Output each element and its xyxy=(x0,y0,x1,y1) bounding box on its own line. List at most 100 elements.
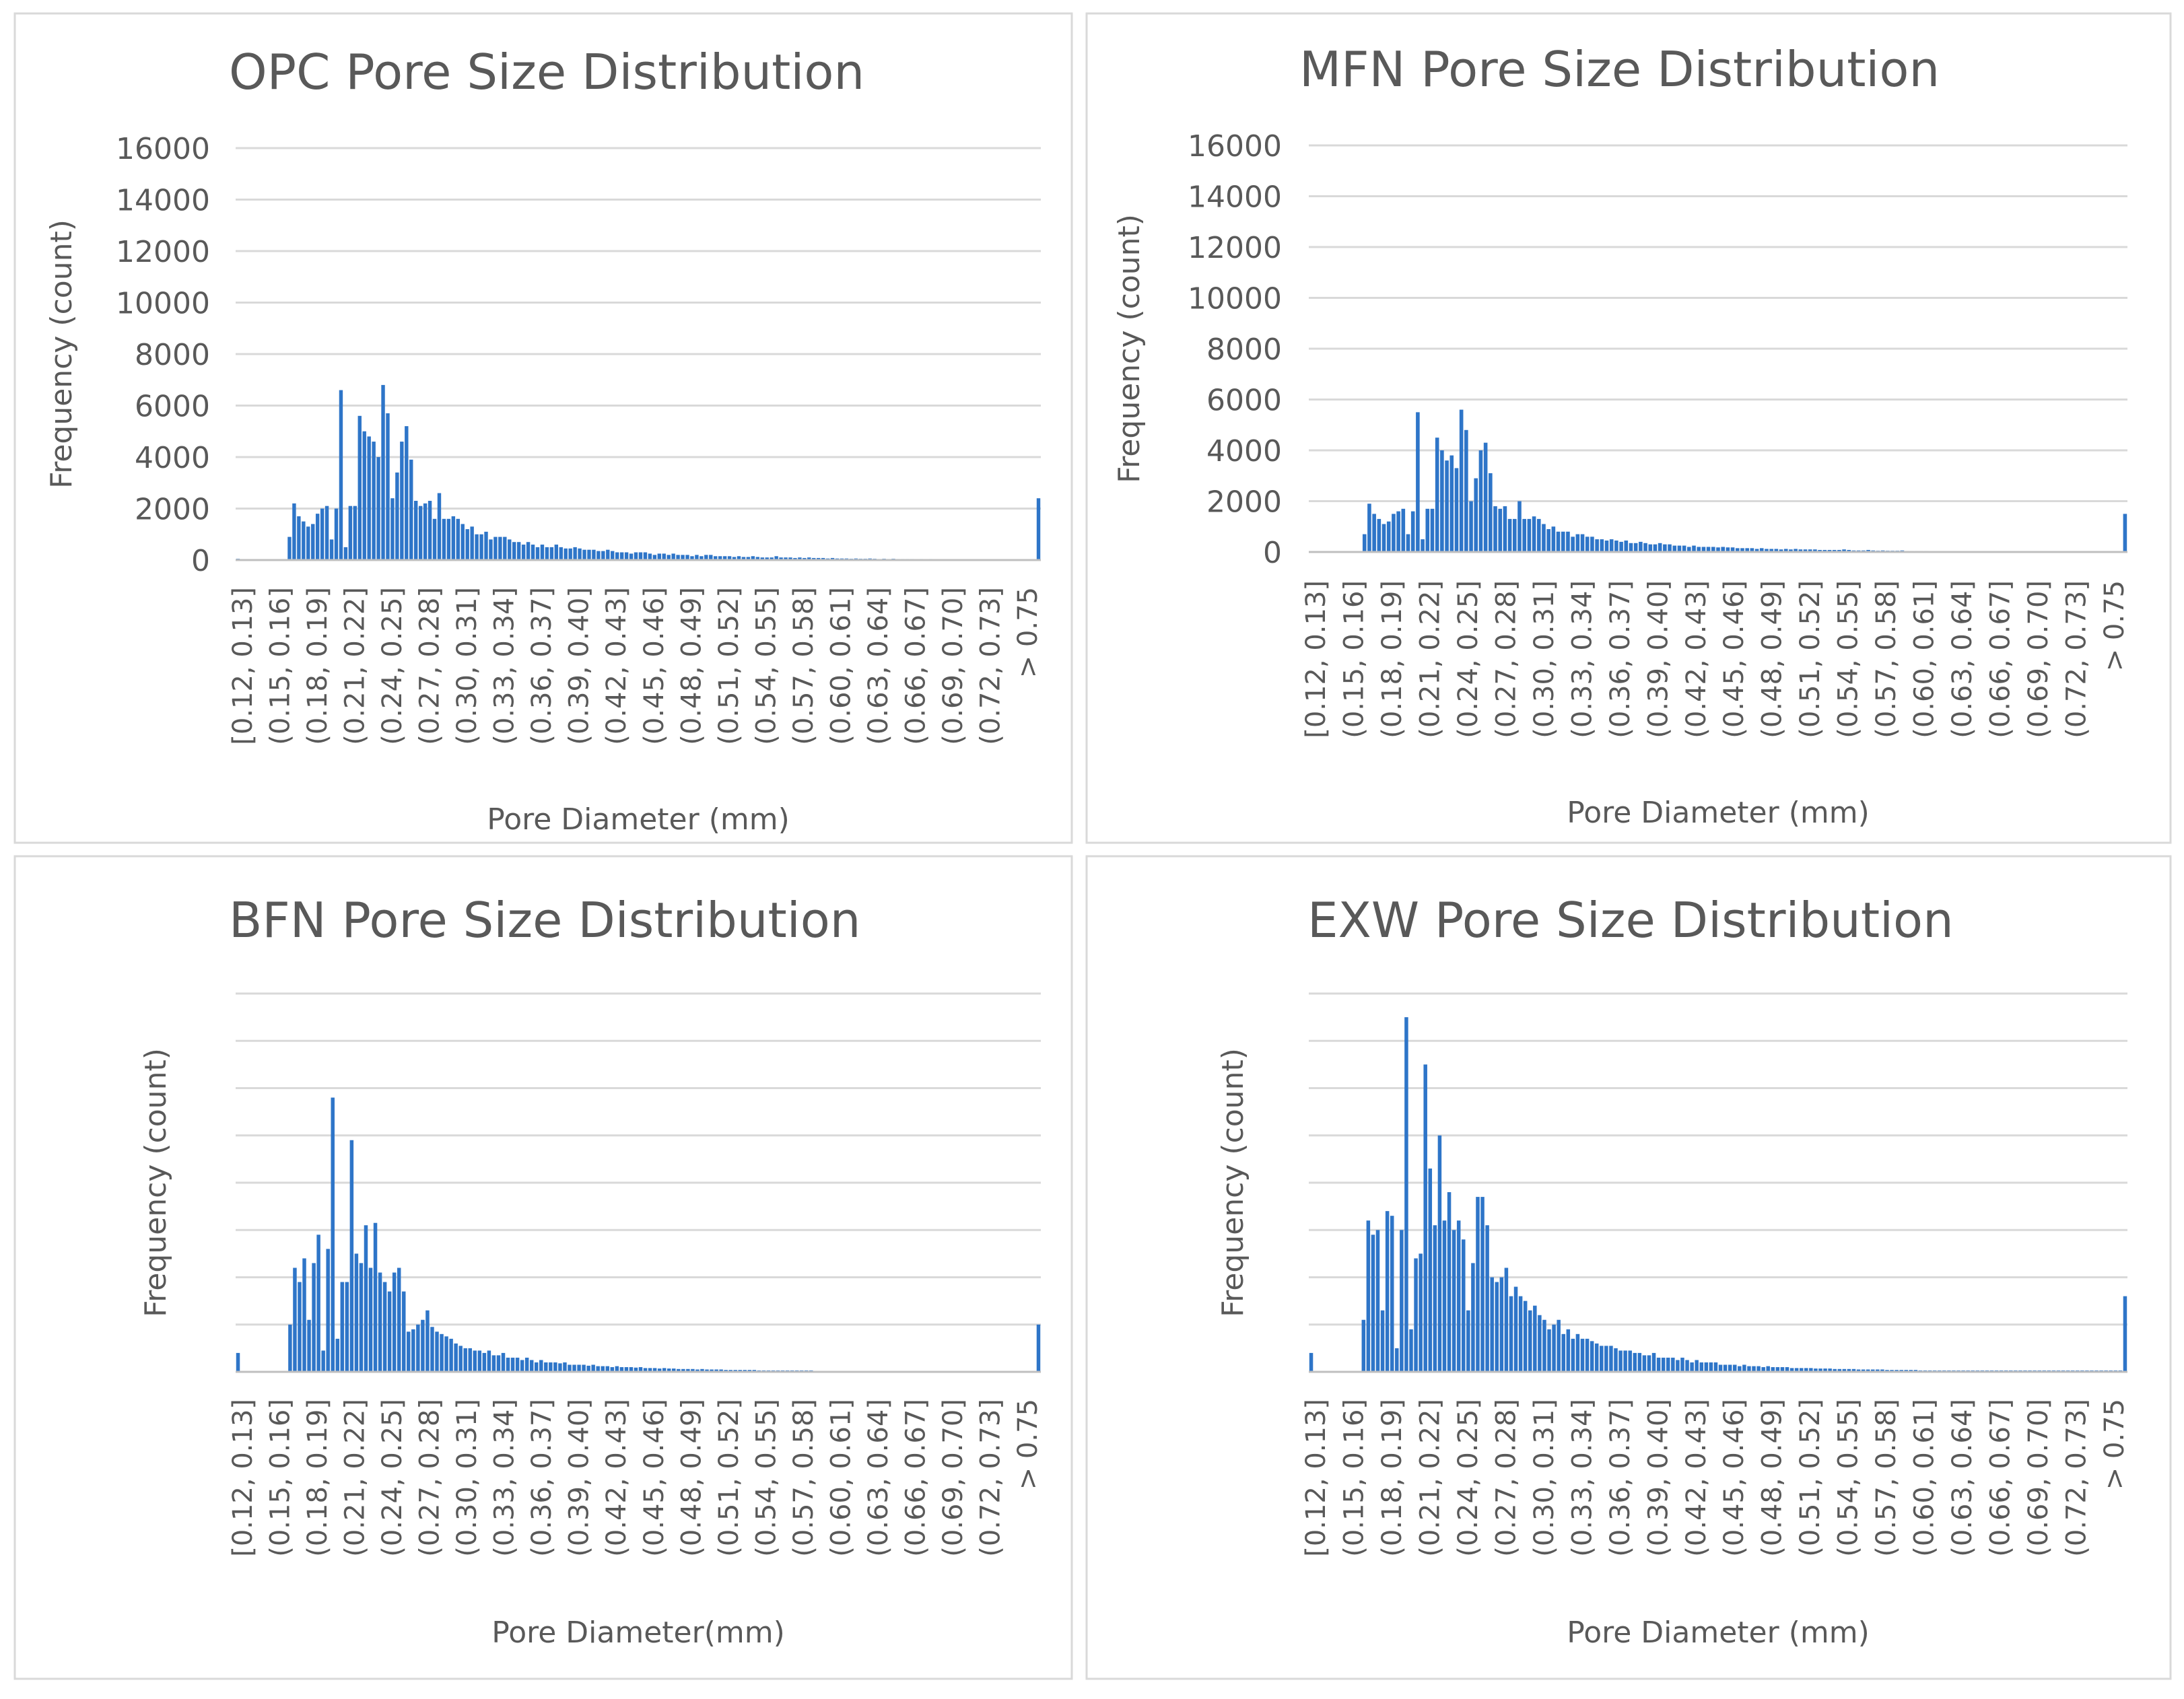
histogram-bar xyxy=(326,1249,330,1372)
histogram-bar xyxy=(643,1368,648,1372)
x-category-label: (0.39, 0.40] xyxy=(564,1399,595,1557)
histogram-bar xyxy=(409,459,413,560)
x-category-label: (0.18, 0.19] xyxy=(302,587,333,745)
histogram-bar xyxy=(1504,1268,1509,1372)
histogram-bar xyxy=(1813,549,1817,552)
histogram-bar xyxy=(512,542,516,560)
x-category-label: (0.54, 0.55] xyxy=(1833,1399,1864,1557)
histogram-bar xyxy=(1789,1368,1794,1372)
histogram-bar xyxy=(1809,1368,1813,1372)
histogram-bar xyxy=(1656,1357,1661,1372)
x-category-label: (0.48, 0.49] xyxy=(676,1399,707,1557)
histogram-bar xyxy=(1522,518,1526,552)
x-category-label: (0.36, 0.37] xyxy=(526,587,557,745)
histogram-bar xyxy=(1595,539,1599,553)
x-category-label: (0.57, 0.58] xyxy=(788,587,819,745)
x-category-label: (0.66, 0.67] xyxy=(900,587,931,745)
x-category-label: (0.42, 0.43] xyxy=(601,587,632,745)
histogram-bar xyxy=(524,1357,529,1372)
histogram-bar xyxy=(1600,539,1604,553)
histogram-bar xyxy=(652,555,657,560)
histogram-bar xyxy=(1639,541,1643,552)
histogram-bar xyxy=(508,539,512,560)
y-tick-label: 10000 xyxy=(116,287,210,321)
histogram-bar xyxy=(1785,1366,1789,1372)
histogram-bar xyxy=(788,557,792,560)
histogram-bar xyxy=(1687,547,1691,552)
histogram-bar xyxy=(435,1331,439,1372)
histogram-bar xyxy=(325,506,329,560)
histogram-bar xyxy=(458,1346,463,1372)
y-tick-label: 16000 xyxy=(116,132,210,166)
x-category-label: (0.30, 0.31] xyxy=(452,1399,483,1557)
histogram-bar xyxy=(390,498,395,560)
histogram-bar xyxy=(690,556,694,560)
x-category-label: (0.57, 0.58] xyxy=(1871,1399,1902,1557)
histogram-bar xyxy=(1856,1369,1861,1372)
histogram-bar xyxy=(477,1350,482,1372)
histogram-bar xyxy=(446,518,451,560)
x-category-label: (0.63, 0.64] xyxy=(1947,580,1978,738)
histogram-bar xyxy=(1709,1362,1713,1372)
histogram-bar xyxy=(1392,514,1396,553)
histogram-bar xyxy=(1401,508,1406,552)
x-axis-title: Pore Diameter (mm) xyxy=(487,802,790,837)
histogram-bar xyxy=(1666,1357,1670,1372)
histogram-bar xyxy=(312,1263,316,1372)
histogram-bar xyxy=(395,472,399,560)
histogram-bar xyxy=(1609,539,1614,553)
x-category-label: (0.66, 0.67] xyxy=(900,1399,931,1557)
histogram-bar xyxy=(470,526,474,560)
histogram-bar xyxy=(1692,545,1696,552)
histogram-bar xyxy=(705,1369,709,1372)
histogram-bar xyxy=(1804,1368,1808,1372)
histogram-bar xyxy=(634,1367,638,1372)
histogram-bar xyxy=(638,552,643,560)
histogram-bar xyxy=(1449,455,1454,552)
histogram-bar xyxy=(1036,1324,1041,1372)
histogram-bar xyxy=(2123,514,2127,553)
histogram-bar xyxy=(400,442,404,560)
histogram-bar xyxy=(1036,498,1041,560)
histogram-bar xyxy=(582,549,586,560)
histogram-bar xyxy=(1861,1369,1866,1372)
x-category-label: (0.24, 0.25] xyxy=(1453,580,1484,738)
histogram-bar xyxy=(460,524,465,560)
histogram-bar xyxy=(662,553,666,560)
histogram-bar xyxy=(1842,1368,1847,1372)
histogram-bar xyxy=(1682,545,1686,552)
histogram-bar xyxy=(667,555,671,560)
histogram-bar xyxy=(624,552,629,560)
histogram-bar xyxy=(685,555,689,560)
histogram-bar xyxy=(1386,521,1391,552)
x-category-label: (0.45, 0.46] xyxy=(1719,1399,1750,1557)
histogram-bar xyxy=(1561,1333,1565,1372)
histogram-bar xyxy=(1419,1253,1423,1373)
histogram-bar xyxy=(1697,547,1701,552)
histogram-bar xyxy=(1794,1368,1799,1372)
histogram-bar xyxy=(563,1362,567,1372)
histogram-bar xyxy=(1542,524,1546,552)
x-category-label: (0.27, 0.28] xyxy=(1491,580,1522,738)
histogram-bar xyxy=(572,1364,576,1372)
chart-panel-border xyxy=(13,12,1073,844)
histogram-bar xyxy=(830,557,835,560)
histogram-bar xyxy=(719,1369,723,1372)
histogram-bar xyxy=(1672,545,1677,552)
chart-title: BFN Pore Size Distribution xyxy=(229,892,860,948)
histogram-bar xyxy=(1614,1348,1618,1373)
histogram-bar xyxy=(386,413,390,560)
histogram-bar xyxy=(484,531,488,560)
histogram-bar xyxy=(1799,1368,1804,1372)
histogram-bar xyxy=(1866,549,1870,552)
histogram-bar xyxy=(287,536,292,560)
histogram-bar xyxy=(1396,511,1400,552)
histogram-bar xyxy=(1614,541,1618,552)
histogram-bar xyxy=(236,1352,240,1372)
histogram-bar xyxy=(722,556,727,560)
histogram-bar xyxy=(1818,549,1822,552)
histogram-bar xyxy=(465,529,469,560)
histogram-bar xyxy=(1533,1305,1537,1372)
histogram-bar xyxy=(1732,1364,1737,1372)
x-category-label: (0.39, 0.40] xyxy=(564,587,595,745)
